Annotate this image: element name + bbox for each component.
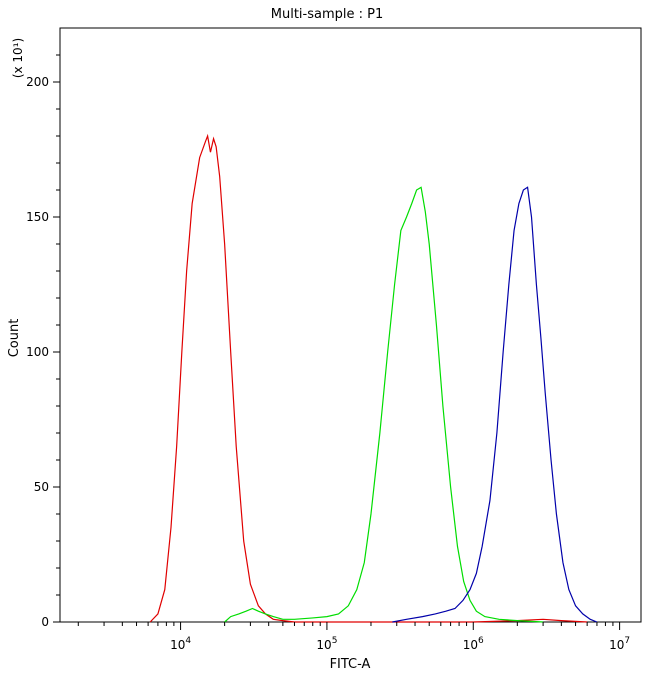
plot-area-frame bbox=[59, 27, 642, 623]
histogram-curves bbox=[149, 133, 598, 623]
y-tick-label: 50 bbox=[34, 480, 49, 494]
series-line-2 bbox=[224, 186, 544, 623]
series-line-1 bbox=[149, 133, 588, 623]
series-line-3 bbox=[392, 186, 598, 623]
y-tick-label: 0 bbox=[41, 615, 49, 629]
y-tick-label: 100 bbox=[26, 345, 49, 359]
y-axis: 0 50 100 150 200 bbox=[26, 54, 60, 629]
x-tick-label: 104 bbox=[170, 636, 191, 652]
x-tick-label: 105 bbox=[316, 636, 337, 652]
y-axis-multiplier-label: (x 10¹) bbox=[11, 38, 25, 78]
x-axis-title: FITC-A bbox=[330, 657, 371, 672]
chart-title: Multi-sample : P1 bbox=[271, 7, 384, 22]
x-axis: 104 105 106 107 bbox=[77, 622, 630, 652]
y-axis-title: Count bbox=[7, 319, 22, 358]
y-tick-label: 150 bbox=[26, 210, 49, 224]
y-tick-label: 200 bbox=[26, 75, 49, 89]
x-tick-label: 106 bbox=[463, 636, 484, 652]
x-tick-label: 107 bbox=[609, 636, 630, 652]
